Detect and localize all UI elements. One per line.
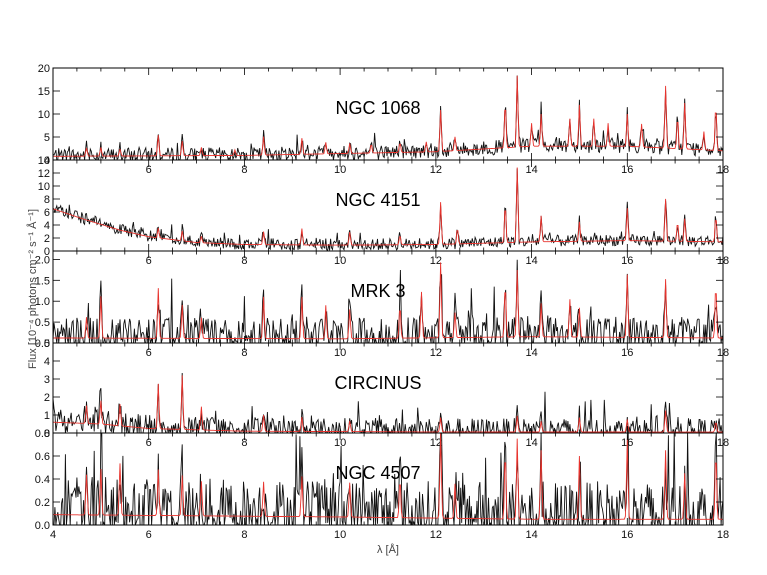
y-tick-label: 5 (44, 132, 50, 144)
x-tick-label: 8 (241, 164, 247, 176)
x-tick-label: 6 (146, 529, 152, 541)
x-tick-label: 14 (525, 437, 537, 449)
x-tick-label: 12 (430, 164, 442, 176)
y-axis-label: Flux [10⁻⁴ photons cm⁻² s⁻¹ Å⁻¹] (26, 209, 39, 369)
y-tick-label: 6 (44, 207, 50, 219)
y-tick-label: 10 (38, 181, 50, 193)
y-tick-label: 0.4 (35, 474, 50, 486)
panel-title: NGC 1068 (335, 98, 420, 118)
x-tick-label: 8 (241, 529, 247, 541)
y-tick-label: 5 (44, 338, 50, 350)
x-tick-label: 6 (146, 164, 152, 176)
y-tick-label: 0.0 (35, 338, 50, 350)
x-tick-label: 10 (334, 529, 346, 541)
y-tick-label: 0.5 (35, 317, 50, 329)
x-tick-label: 6 (146, 347, 152, 359)
y-tick-label: 2 (44, 392, 50, 404)
x-tick-label: 16 (621, 164, 633, 176)
model-spectrum (53, 167, 723, 246)
data-spectrum (53, 372, 723, 433)
y-tick-label: 0.0 (35, 520, 50, 532)
y-tick-label: 0 (44, 428, 50, 440)
x-tick-label: 6 (146, 255, 152, 267)
y-tick-label: 0 (44, 246, 50, 258)
data-spectrum (53, 75, 723, 160)
plot-area (53, 75, 723, 160)
x-tick-label: 12 (430, 437, 442, 449)
model-spectrum (53, 433, 723, 520)
x-axis-label: λ [Å] (377, 543, 399, 556)
y-tick-label: 20 (38, 63, 50, 75)
data-spectrum (53, 259, 723, 343)
x-tick-label: 8 (241, 255, 247, 267)
y-tick-label: 4 (44, 356, 50, 368)
y-tick-label: 0 (44, 155, 50, 167)
plot-area (53, 433, 723, 525)
x-tick-label: 16 (621, 347, 633, 359)
x-tick-label: 14 (525, 347, 537, 359)
y-tick-label: 2.0 (35, 254, 50, 266)
x-tick-label: 4 (50, 529, 56, 541)
x-tick-label: 8 (241, 437, 247, 449)
y-tick-label: 10 (38, 109, 50, 121)
y-tick-label: 14 (38, 155, 50, 167)
x-tick-label: 16 (621, 529, 633, 541)
panel-title: MRK 3 (350, 281, 405, 301)
y-tick-label: 3 (44, 374, 50, 386)
panel-title: CIRCINUS (334, 373, 421, 393)
x-tick-label: 12 (430, 529, 442, 541)
x-tick-label: 10 (334, 255, 346, 267)
x-tick-label: 14 (525, 164, 537, 176)
x-tick-label: 12 (430, 347, 442, 359)
y-tick-label: 2 (44, 233, 50, 245)
model-spectrum (53, 262, 723, 340)
y-tick-label: 8 (44, 194, 50, 206)
x-tick-label: 14 (525, 529, 537, 541)
y-tick-label: 1.5 (35, 275, 50, 287)
x-tick-label: 10 (334, 164, 346, 176)
panel: 4 6 8 10 12 14 16 18 0.0 0.2 0.4 0.6 0.8 NGC 4507 (35, 428, 729, 541)
x-tick-label: 6 (146, 437, 152, 449)
y-tick-label: 0.8 (35, 428, 50, 440)
y-tick-label: 15 (38, 86, 50, 98)
panel-title: NGC 4151 (335, 190, 420, 210)
x-tick-label: 18 (717, 529, 729, 541)
x-tick-label: 14 (525, 255, 537, 267)
model-spectrum (53, 75, 723, 157)
x-tick-label: 10 (334, 437, 346, 449)
y-tick-label: 0.6 (35, 451, 50, 463)
panel-title: NGC 4507 (335, 463, 420, 483)
y-tick-label: 1.0 (35, 296, 50, 308)
data-spectrum (53, 433, 723, 525)
y-tick-label: 1 (44, 410, 50, 422)
y-tick-label: 4 (44, 220, 50, 232)
x-tick-label: 8 (241, 347, 247, 359)
x-tick-label: 10 (334, 347, 346, 359)
y-tick-label: 12 (38, 168, 50, 180)
x-tick-label: 12 (430, 255, 442, 267)
plot-area (53, 259, 723, 343)
x-tick-label: 16 (621, 255, 633, 267)
y-tick-label: 0.2 (35, 497, 50, 509)
